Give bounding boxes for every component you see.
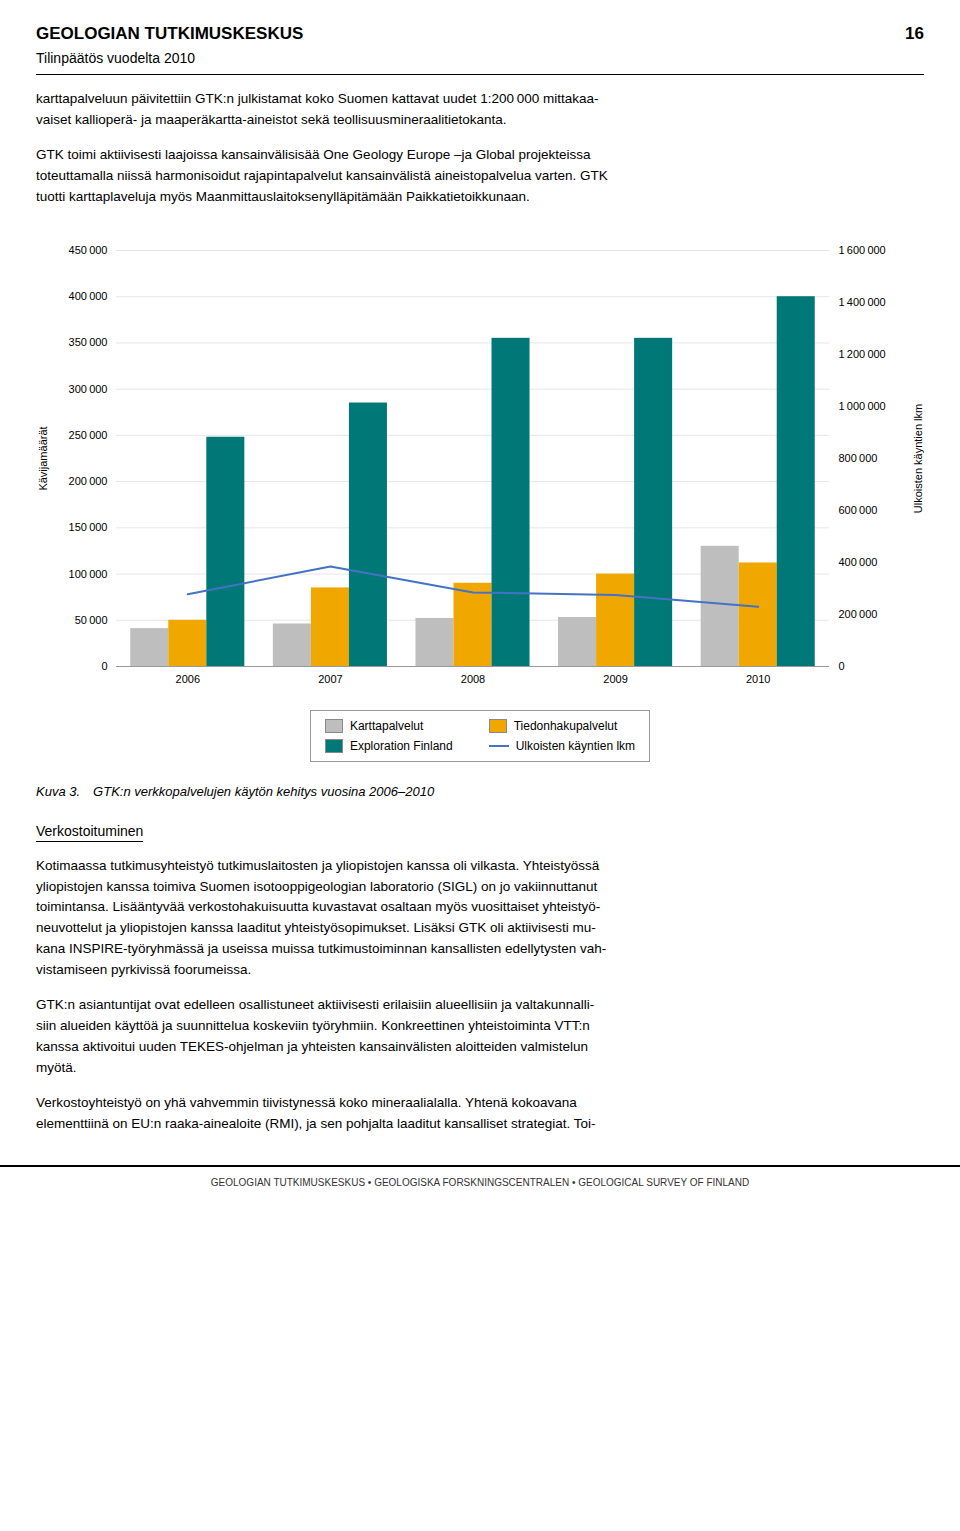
- svg-text:350 000: 350 000: [69, 336, 108, 348]
- svg-text:250 000: 250 000: [69, 429, 108, 441]
- svg-text:2010: 2010: [746, 673, 770, 685]
- svg-text:2007: 2007: [318, 673, 342, 685]
- svg-text:150 000: 150 000: [69, 521, 108, 533]
- svg-text:1 600 000: 1 600 000: [839, 244, 886, 256]
- svg-text:2009: 2009: [603, 673, 627, 685]
- html-text:Verkostoituminen: Verkostoituminen: [36, 822, 144, 839]
- html-text:GTK toimi aktiivisesti laajois: GTK toimi aktiivisesti laajoissa kansain…: [36, 146, 608, 204]
- svg-text:Kävijamäärät: Kävijamäärät: [37, 426, 49, 490]
- svg-text:0: 0: [839, 660, 845, 672]
- html-text:Tiedonhakupalvelut: Tiedonhakupalvelut: [513, 718, 618, 733]
- svg-text:1 400 000: 1 400 000: [839, 296, 886, 308]
- html-text:Kotimaassa tutkimusyhteistyö t: Kotimaassa tutkimusyhteistyö tutkimuslai…: [36, 857, 607, 978]
- svg-text:50 000: 50 000: [75, 613, 108, 625]
- html-text:Karttapalvelut: Karttapalvelut: [349, 718, 424, 733]
- svg-text:1 200 000: 1 200 000: [839, 348, 886, 360]
- svg-text:2008: 2008: [461, 673, 485, 685]
- svg-text:400 000: 400 000: [69, 290, 108, 302]
- svg-text:400 000: 400 000: [839, 556, 878, 568]
- html-text:16: 16: [905, 24, 924, 43]
- html-text:GEOLOGIAN TUTKIMUSKESKUS: GEOLOGIAN TUTKIMUSKESKUS: [36, 24, 304, 43]
- html-text:Verkostoyhteistyö on yhä vahve: Verkostoyhteistyö on yhä vahvemmin tiivi…: [36, 1094, 596, 1131]
- html-text:Ulkoisten käyntien lkm: Ulkoisten käyntien lkm: [515, 738, 636, 753]
- svg-text:Ulkoisten käyntien lkm: Ulkoisten käyntien lkm: [912, 403, 924, 512]
- html-text:Exploration Finland: Exploration Finland: [349, 738, 453, 753]
- svg-text:200 000: 200 000: [839, 608, 878, 620]
- html-text:Kuva 3. GTK:n verkkopalvelujen: Kuva 3. GTK:n verkkopalvelujen käytön ke…: [36, 783, 435, 799]
- svg-text:2006: 2006: [176, 673, 200, 685]
- svg-text:800 000: 800 000: [839, 452, 878, 464]
- html-text:karttapalveluun päivitettiin G: karttapalveluun päivitettiin GTK:n julki…: [36, 91, 599, 127]
- svg-text:300 000: 300 000: [69, 382, 108, 394]
- svg-text:600 000: 600 000: [839, 504, 878, 516]
- html-text:GEOLOGIAN TUTKIMUSKESKUS • GEO: GEOLOGIAN TUTKIMUSKESKUS • GEOLOGISKA FO…: [210, 1176, 750, 1188]
- svg-text:200 000: 200 000: [69, 475, 108, 487]
- svg-text:100 000: 100 000: [69, 567, 108, 579]
- html-text:GTK:n asiantuntijat ovat edell: GTK:n asiantuntijat ovat edelleen osalli…: [36, 997, 595, 1075]
- svg-text:0: 0: [101, 660, 107, 672]
- svg-text:450 000: 450 000: [69, 244, 108, 256]
- html-text:Tilinpäätös vuodelta 2010: Tilinpäätös vuodelta 2010: [36, 50, 195, 66]
- svg-text:1 000 000: 1 000 000: [839, 400, 886, 412]
